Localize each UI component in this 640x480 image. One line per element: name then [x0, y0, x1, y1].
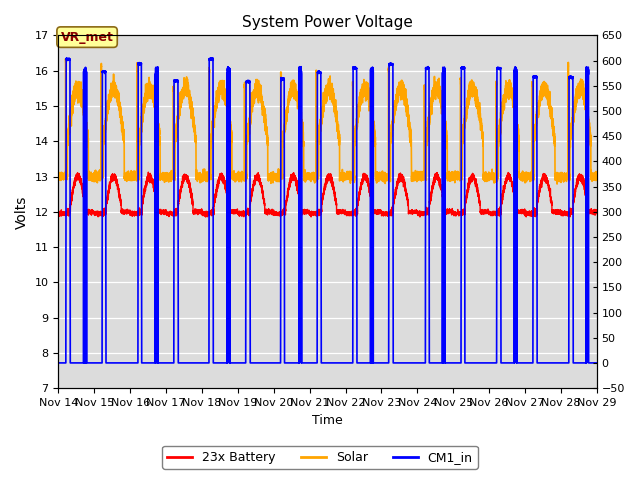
Legend: 23x Battery, Solar, CM1_in: 23x Battery, Solar, CM1_in: [163, 446, 477, 469]
23x Battery: [531, 209, 539, 215]
CM1_in: [436, 360, 444, 366]
Solar: [553, 181, 561, 187]
Solar: [593, 175, 600, 180]
Solar: [391, 110, 399, 116]
23x Battery: [437, 181, 445, 187]
Solar: [436, 96, 444, 102]
Text: VR_met: VR_met: [61, 31, 113, 44]
CM1_in: [391, 360, 399, 366]
23x Battery: [470, 176, 477, 181]
23x Battery: [157, 208, 165, 214]
CM1_in: [593, 360, 600, 366]
Y-axis label: Volts: Volts: [15, 195, 29, 228]
23x Battery: [202, 214, 209, 220]
Solar: [61, 56, 69, 62]
Title: System Power Voltage: System Power Voltage: [242, 15, 413, 30]
CM1_in: [77, 360, 85, 366]
CM1_in: [209, 55, 216, 61]
Line: CM1_in: CM1_in: [58, 58, 596, 363]
23x Battery: [391, 193, 399, 199]
CM1_in: [157, 360, 165, 366]
CM1_in: [470, 360, 477, 366]
Solar: [54, 176, 62, 181]
Solar: [157, 173, 165, 179]
Line: Solar: Solar: [58, 59, 596, 184]
23x Battery: [145, 169, 152, 175]
Solar: [531, 124, 539, 130]
X-axis label: Time: Time: [312, 414, 343, 427]
23x Battery: [54, 212, 62, 218]
Solar: [77, 98, 85, 104]
Solar: [470, 84, 477, 89]
23x Battery: [77, 180, 85, 186]
Line: 23x Battery: 23x Battery: [58, 172, 596, 217]
CM1_in: [531, 75, 539, 81]
23x Battery: [593, 211, 600, 216]
CM1_in: [54, 360, 62, 366]
